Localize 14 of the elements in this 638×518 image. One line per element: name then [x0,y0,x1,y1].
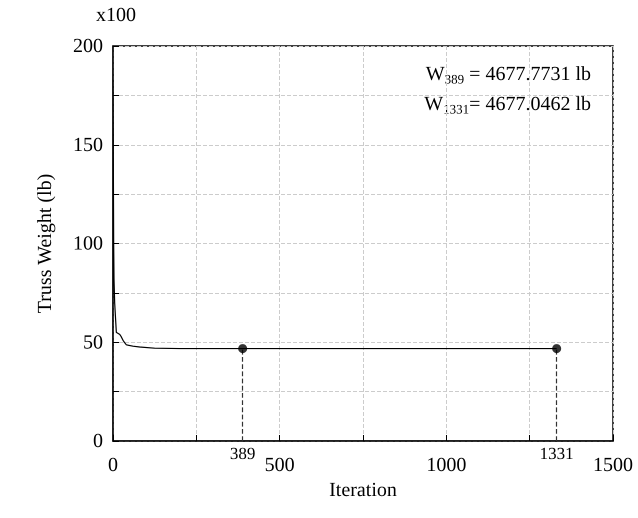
x-tick-label: 0 [108,454,118,476]
y-tick-label: 200 [73,35,103,57]
x-tick-label: 1000 [426,454,466,476]
y-axis-title: Truss Weight (lb) [34,174,56,314]
text: x100 [96,4,136,26]
ref-line-label: 1331 [540,444,574,463]
y-tick-label: 0 [93,430,103,452]
ref-line-label: 389 [230,444,256,463]
x-tick-label: 500 [264,454,295,476]
y-tick-label: 50 [83,331,103,354]
y-tick-label: 100 [73,232,103,254]
y-tick-label: 150 [73,134,103,156]
x-axis-title: Iteration [329,478,397,501]
x-tick-label: 1500 [593,454,633,476]
